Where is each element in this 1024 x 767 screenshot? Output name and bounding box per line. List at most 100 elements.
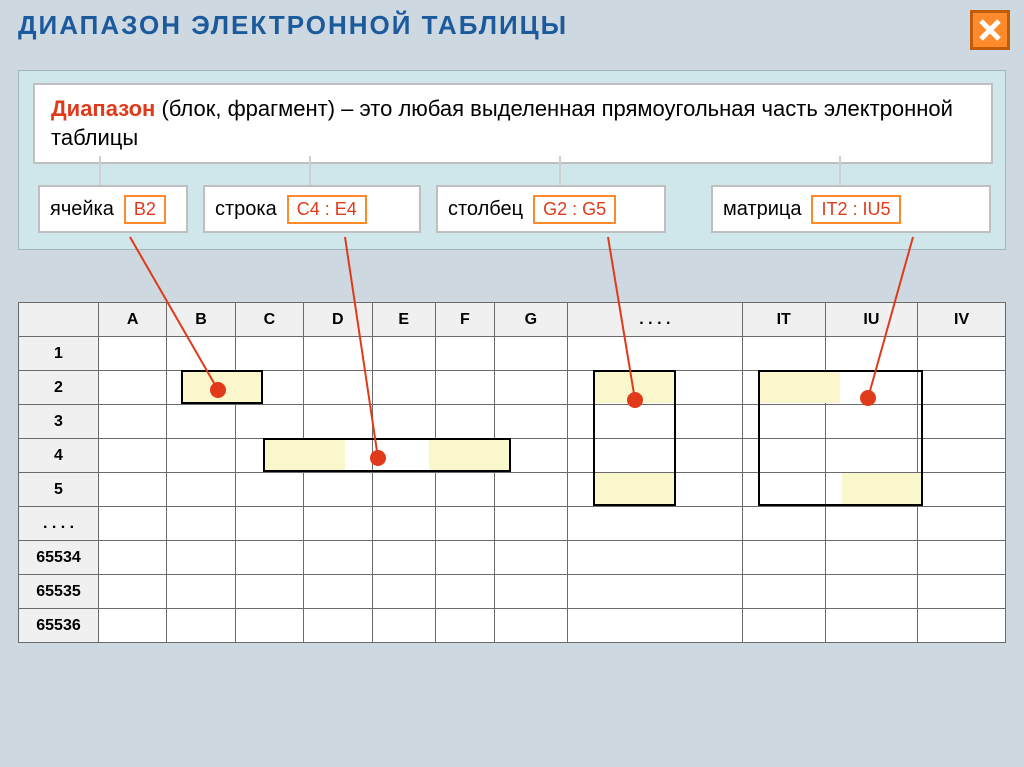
grid-cell (304, 337, 372, 371)
grid-cell (918, 337, 1006, 371)
page-title: ДИАПАЗОН ЭЛЕКТРОННОЙ ТАБЛИЦЫ (18, 10, 568, 41)
row-header: 5 (19, 473, 99, 507)
grid-cell (167, 609, 235, 643)
grid-cell (742, 575, 825, 609)
grid-cell (235, 507, 303, 541)
grid-cell (494, 439, 567, 473)
grid-cell (372, 371, 436, 405)
range-type-label: матрица (723, 198, 801, 221)
grid-cell (742, 405, 825, 439)
column-header: A (99, 303, 167, 337)
range-type-box: ячейка B2 (38, 185, 188, 233)
grid-cell (742, 541, 825, 575)
range-type-label: строка (215, 198, 277, 221)
grid-cell (235, 439, 303, 473)
definition-keyword: Диапазон (51, 96, 155, 121)
grid-cell (742, 439, 825, 473)
grid-cell (304, 541, 372, 575)
grid-cell (304, 609, 372, 643)
grid-cell (235, 337, 303, 371)
range-reference: B2 (124, 195, 166, 224)
grid-cell (372, 609, 436, 643)
range-type-box: столбецG2 : G5 (436, 185, 666, 233)
grid-cell (167, 405, 235, 439)
grid-cell (567, 337, 742, 371)
column-header: D (304, 303, 372, 337)
grid-cell (436, 473, 495, 507)
grid-cell (825, 371, 918, 405)
grid-cell (235, 541, 303, 575)
grid-cell (918, 439, 1006, 473)
grid-cell (372, 507, 436, 541)
grid-cell (436, 609, 495, 643)
grid-cell (436, 405, 495, 439)
grid-cell (494, 609, 567, 643)
row-header: 65536 (19, 609, 99, 643)
grid-cell (825, 609, 918, 643)
grid-cell (235, 473, 303, 507)
column-header: G (494, 303, 567, 337)
row-header: 2 (19, 371, 99, 405)
grid-cell (825, 337, 918, 371)
grid-cell (99, 439, 167, 473)
connector (99, 156, 101, 186)
grid-cell (304, 405, 372, 439)
grid-cell (825, 405, 918, 439)
grid-cell (372, 473, 436, 507)
grid-cell (567, 541, 742, 575)
grid-cell (372, 439, 436, 473)
grid-cell (99, 609, 167, 643)
grid-cell (567, 507, 742, 541)
grid-cell (99, 405, 167, 439)
grid-cell (372, 575, 436, 609)
grid-cell (436, 575, 495, 609)
row-header: . . . . (19, 507, 99, 541)
grid-cell (304, 473, 372, 507)
grid-cell (825, 507, 918, 541)
grid-cell (235, 609, 303, 643)
column-header: IV (918, 303, 1006, 337)
grid-cell (494, 507, 567, 541)
grid-cell (567, 405, 742, 439)
grid-corner (19, 303, 99, 337)
grid-cell (825, 575, 918, 609)
range-type-label: ячейка (50, 198, 114, 221)
grid-cell (494, 575, 567, 609)
grid-cell (742, 609, 825, 643)
column-header: F (436, 303, 495, 337)
column-header: C (235, 303, 303, 337)
grid-cell (99, 575, 167, 609)
range-reference: C4 : E4 (287, 195, 367, 224)
grid-cell (567, 371, 742, 405)
column-header: E (372, 303, 436, 337)
grid-cell (494, 337, 567, 371)
grid-cell (742, 337, 825, 371)
row-header: 65534 (19, 541, 99, 575)
grid-cell (918, 405, 1006, 439)
grid-cell (742, 507, 825, 541)
range-reference: IT2 : IU5 (811, 195, 900, 224)
close-button[interactable] (970, 10, 1010, 50)
column-header: IT (742, 303, 825, 337)
range-type-box: матрица IT2 : IU5 (711, 185, 991, 233)
grid-cell (372, 405, 436, 439)
grid-cell (235, 405, 303, 439)
grid-cell (918, 507, 1006, 541)
grid-cell (304, 439, 372, 473)
row-header: 1 (19, 337, 99, 371)
grid-cell (167, 439, 235, 473)
definition-box: Диапазон (блок, фрагмент) – это любая вы… (33, 83, 993, 164)
grid-cell (918, 473, 1006, 507)
row-header: 4 (19, 439, 99, 473)
column-header: IU (825, 303, 918, 337)
grid-cell (825, 439, 918, 473)
grid-cell (167, 371, 235, 405)
grid-cell (918, 575, 1006, 609)
grid-cell (167, 337, 235, 371)
spreadsheet-grid: ABCDEFG. . . .ITIUIV12345. . . .65534655… (18, 302, 1006, 643)
grid-cell (567, 473, 742, 507)
grid-cell (436, 337, 495, 371)
grid-cell (99, 507, 167, 541)
connector (309, 156, 311, 186)
grid-cell (372, 541, 436, 575)
